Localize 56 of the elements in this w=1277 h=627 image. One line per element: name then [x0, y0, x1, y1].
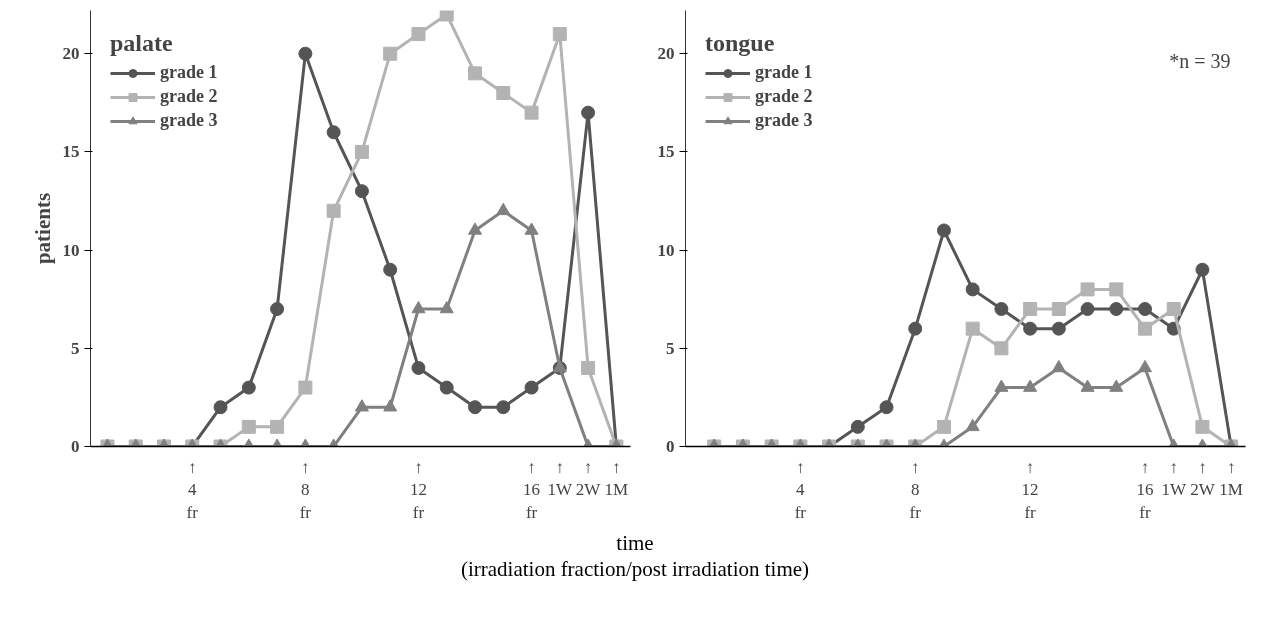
point [298, 46, 313, 61]
y-tick-label: 20 [657, 44, 675, 64]
y-tick-label: 15 [62, 142, 80, 162]
x-tick-label: ↑ 12 fr [1021, 457, 1039, 523]
x-tick-label: ↑ 2W [1190, 457, 1216, 500]
legend-label: grade 1 [755, 62, 813, 83]
y-tick-label: 10 [62, 240, 80, 260]
legend-label: grade 3 [160, 110, 218, 131]
y-axis-title: patients [30, 192, 55, 265]
point [524, 222, 539, 235]
point [552, 27, 567, 42]
point [524, 105, 539, 120]
y-tick-label: 20 [62, 44, 80, 64]
legend-label: grade 1 [160, 62, 218, 83]
x-tick-label: ↑ 1W [1161, 457, 1187, 500]
point [581, 105, 596, 120]
point [468, 66, 482, 81]
point [439, 301, 454, 314]
x-tick-label: ↑ 1W [547, 457, 574, 500]
point [439, 10, 454, 22]
x-tick-label: ↑ 4 fr [186, 457, 199, 523]
y-tick-label: 5 [666, 338, 675, 358]
point [411, 301, 426, 314]
legend-title: tongue [705, 30, 776, 57]
x-tick-label: ↑ 16 fr [523, 457, 541, 523]
x-tick-label: ↑ 1M [1219, 457, 1243, 500]
point [383, 262, 398, 277]
y-tick-label: 5 [71, 338, 80, 358]
point [496, 202, 511, 216]
x-tick-label: ↑ 8 fr [909, 457, 922, 523]
x-tick-label: ↑ 8 fr [299, 457, 312, 523]
point [354, 144, 369, 159]
x-tick-label: ↑ 2W [575, 457, 602, 500]
y-tick-label: 15 [657, 142, 675, 162]
point [383, 399, 398, 412]
legend-title: palate [110, 30, 174, 57]
x-axis-title: time (irradiation fraction/post irradiation time) [460, 530, 810, 583]
point [326, 203, 341, 218]
annotation: *n = 39 [1169, 49, 1231, 72]
y-tick-label: 0 [71, 437, 80, 456]
x-tick-label: ↑ 4 fr [794, 457, 807, 523]
point [468, 222, 482, 235]
point [354, 399, 369, 412]
point [383, 46, 398, 61]
legend-label: grade 2 [160, 86, 218, 107]
x-tick-label: ↑ 16 fr [1136, 457, 1154, 523]
legend-label: grade 2 [755, 86, 813, 107]
y-tick-label: 0 [666, 437, 675, 456]
x-tick-label: ↑ 1M [604, 457, 629, 500]
x-tick-label: ↑ 12 fr [409, 457, 427, 523]
point [411, 27, 426, 42]
point [496, 85, 511, 100]
legend-label: grade 3 [755, 110, 813, 131]
point [354, 184, 369, 199]
y-tick-label: 10 [657, 240, 675, 260]
point [326, 125, 341, 140]
